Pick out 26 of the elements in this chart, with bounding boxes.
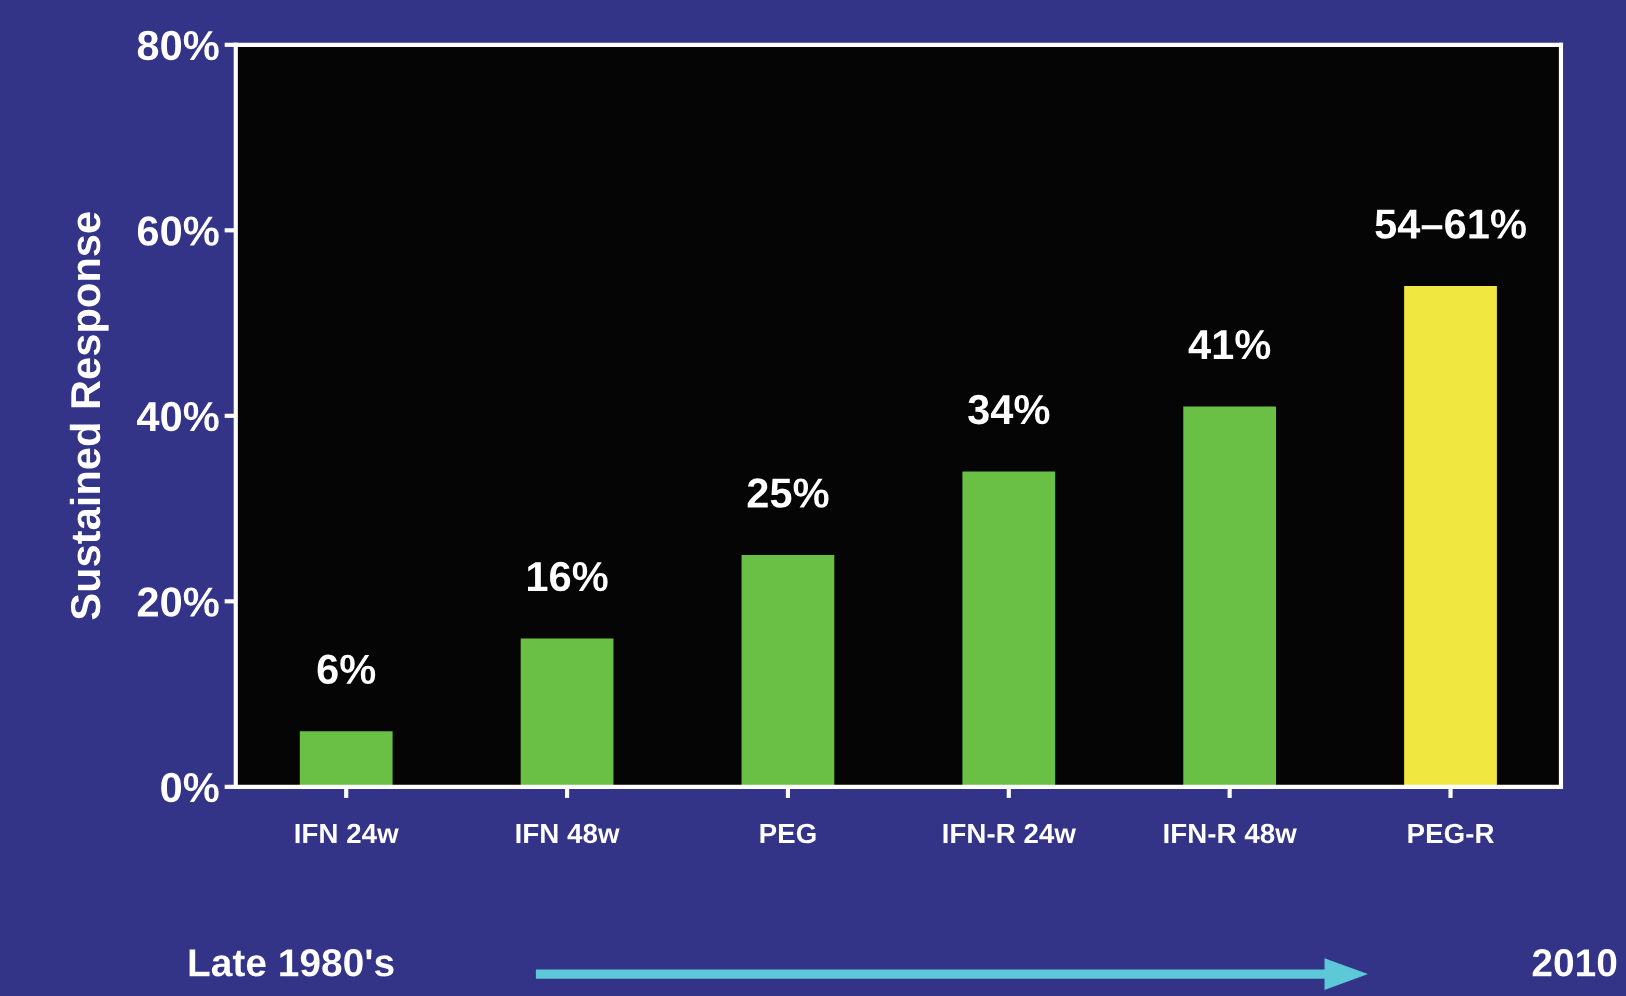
y-tick-label: 20% [137, 587, 219, 617]
text: 2010 [1532, 949, 1617, 977]
bar [299, 731, 393, 787]
bar [741, 554, 835, 787]
bar [1183, 406, 1277, 787]
data-label: 16% [528, 561, 608, 592]
x-tick-label: PEG-R [1408, 823, 1494, 844]
data-label: 41% [1188, 330, 1271, 360]
data-label: 54–61% [1375, 209, 1526, 239]
x-tick-label: IFN 48w [516, 823, 620, 844]
bar [1404, 285, 1497, 787]
data-label: 34% [968, 394, 1050, 425]
x-tick-label: PEG [760, 823, 816, 844]
bar [520, 638, 614, 787]
y-axis-title: Sustained Response [69, 212, 109, 620]
text: Late 1980's [189, 949, 394, 977]
x-tick-label: IFN-R 48w [1164, 823, 1297, 844]
bar [962, 471, 1056, 787]
y-tick-label: 80% [137, 30, 219, 61]
y-tick-label: 0% [161, 772, 219, 803]
data-label: 25% [747, 478, 829, 508]
y-tick-label: 60% [137, 216, 219, 246]
x-tick-label: IFN-R 24w [943, 823, 1076, 844]
data-label: 6% [317, 654, 376, 685]
y-tick-label: 40% [137, 401, 219, 432]
x-tick-label: IFN 24w [295, 823, 399, 844]
